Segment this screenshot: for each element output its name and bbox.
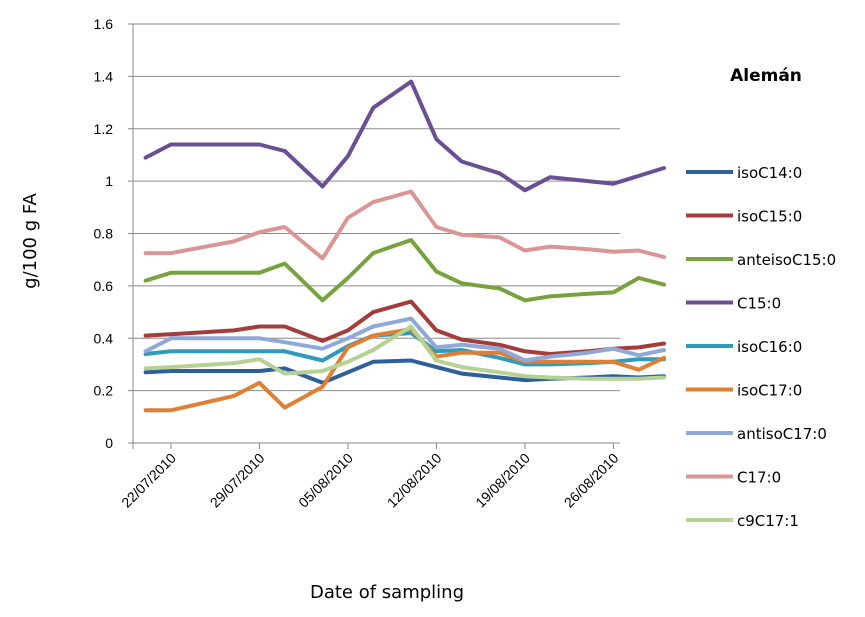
series-line-C17:0 (143, 189, 666, 261)
x-tick-label: 12/08/2010 (384, 450, 445, 511)
y-tick-label: 0 (105, 435, 113, 451)
x-tick-label: 29/07/2010 (207, 450, 268, 511)
y-tick-label: 1.4 (94, 68, 114, 84)
legend-label: isoC17:0 (737, 382, 802, 400)
legend-label: anteisoC15:0 (737, 251, 836, 269)
legend-label: isoC14:0 (737, 164, 802, 182)
y-axis-ticks: 0 0.2 0.4 0.6 0.8 1 1.2 1.4 1.6 (94, 16, 133, 451)
x-tick-label: 05/08/2010 (295, 450, 356, 511)
y-axis-title: g/100 g FA (20, 192, 41, 288)
legend-label: isoC16:0 (737, 338, 802, 356)
series-line-anteisoC15:0 (143, 238, 666, 303)
x-tick-label: 19/08/2010 (472, 450, 533, 511)
legend-label: c9C17:1 (737, 512, 799, 530)
series-line-c9C17:1 (143, 324, 666, 381)
y-tick-label: 0.4 (94, 330, 114, 346)
series-lines (143, 79, 666, 413)
legend-title: Alemán (730, 66, 802, 86)
x-axis-title: Date of sampling (310, 582, 464, 603)
legend: isoC14:0 isoC15:0 anteisoC15:0 C15:0 isoC16:… (686, 164, 836, 530)
y-tick-label: 0.6 (94, 278, 114, 294)
x-tick-label: 26/08/2010 (561, 450, 622, 511)
y-tick-label: 1.6 (94, 16, 114, 32)
legend-label: C17:0 (737, 469, 781, 487)
x-axis-ticks: 22/07/2010 29/07/2010 05/08/2010 12/08/2010… (118, 443, 622, 511)
y-tick-label: 1 (105, 173, 113, 189)
x-tick-label: 22/07/2010 (118, 450, 179, 511)
series-line-isoC15:0 (143, 299, 666, 356)
y-tick-label: 0.2 (94, 383, 114, 399)
y-tick-label: 0.8 (94, 226, 114, 242)
legend-label: antisoC17:0 (737, 425, 827, 443)
series-line-antisoC17:0 (143, 316, 666, 363)
series-line-C15:0 (143, 79, 666, 193)
y-tick-label: 1.2 (94, 121, 114, 137)
legend-label: isoC15:0 (737, 208, 802, 226)
legend-label: C15:0 (737, 295, 781, 313)
